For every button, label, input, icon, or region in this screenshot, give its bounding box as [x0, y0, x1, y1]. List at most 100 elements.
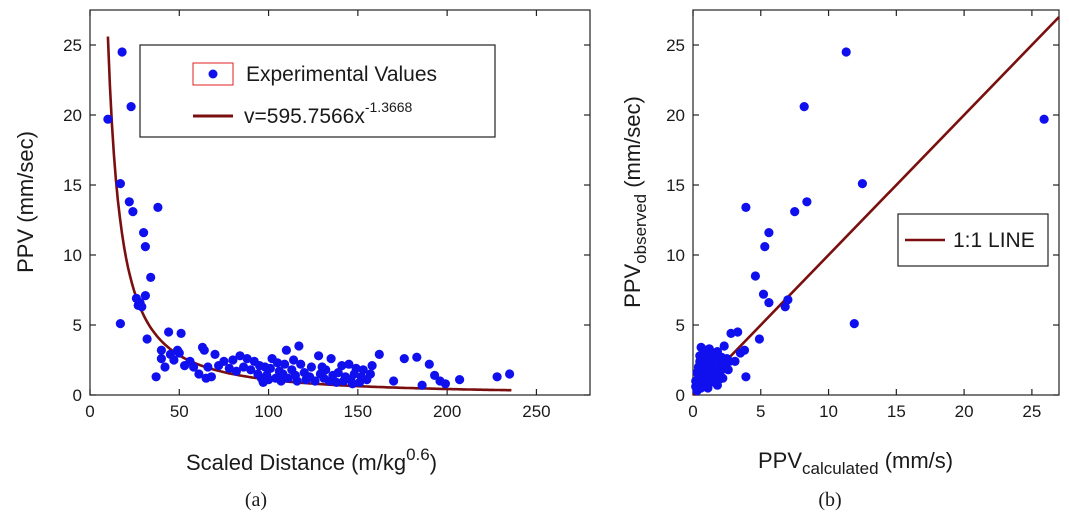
data-point — [358, 365, 368, 375]
x-tick-label: 25 — [1022, 402, 1041, 421]
data-point — [153, 202, 163, 212]
data-point — [115, 319, 125, 329]
data-point — [333, 368, 343, 378]
data-point — [758, 289, 769, 299]
x-tick-label: 50 — [170, 402, 189, 421]
y-tick-label: 20 — [63, 106, 82, 125]
data-point — [265, 363, 275, 373]
data-point — [841, 47, 851, 57]
legend-points-marker — [208, 69, 218, 79]
panel-a: 0 50 100 150 200 250 0 5 10 15 20 25 Experimental … — [13, 9, 591, 511]
data-point — [160, 362, 170, 372]
data-point — [294, 341, 304, 351]
data-point — [231, 366, 241, 376]
data-point — [802, 197, 812, 207]
legend-curve-label-exponent: -1.3668 — [365, 99, 413, 115]
panel-a-ticks — [89, 10, 590, 396]
data-point — [739, 345, 750, 355]
data-point — [326, 354, 336, 364]
data-point — [741, 202, 751, 212]
panel-a-x-axis-label-base: Scaled Distance (m/kg — [186, 450, 406, 475]
panel-a-x-tick-labels: 0 50 100 150 200 250 — [85, 402, 550, 421]
data-point — [321, 365, 331, 375]
legend-points-label: Experimental Values — [246, 63, 437, 86]
data-point — [117, 47, 127, 57]
data-point — [224, 363, 234, 373]
data-point — [219, 356, 229, 366]
data-point — [242, 354, 252, 364]
data-point — [235, 351, 245, 361]
y-tick-label: 25 — [666, 36, 685, 55]
data-point — [783, 295, 793, 305]
data-point — [706, 354, 716, 364]
y-tick-label: 15 — [63, 176, 82, 195]
data-point — [140, 242, 150, 252]
data-point — [725, 356, 735, 366]
panel-a-y-axis-label: PPV (mm/sec) — [13, 131, 38, 273]
data-point — [715, 358, 725, 368]
data-point — [246, 365, 256, 375]
data-point — [367, 361, 377, 371]
data-point — [697, 365, 708, 375]
legend-curve-label-base: v=595.7566x — [244, 105, 365, 128]
data-point — [137, 302, 147, 312]
panel-a-plot-frame — [89, 9, 591, 396]
y-tick-label: 10 — [63, 246, 82, 265]
x-tick-label: 15 — [887, 402, 906, 421]
data-point — [296, 359, 306, 369]
data-point — [139, 228, 149, 238]
panel-b-plot-frame — [692, 9, 1060, 396]
data-point — [790, 207, 800, 217]
data-point — [760, 242, 770, 252]
legend-curve-label: v=595.7566x-1.3668 — [244, 99, 413, 128]
data-point — [417, 380, 427, 390]
x-tick-label: 100 — [254, 402, 282, 421]
data-point — [306, 362, 316, 372]
data-point — [741, 372, 751, 382]
data-point — [264, 375, 274, 385]
panel-b-points — [691, 47, 1049, 396]
data-point — [103, 114, 113, 124]
data-point — [156, 354, 166, 364]
data-point — [440, 379, 450, 389]
data-point — [314, 351, 324, 361]
data-point — [115, 179, 125, 189]
data-point — [281, 345, 291, 355]
y-tick-label: 0 — [676, 386, 685, 405]
data-point — [857, 179, 868, 189]
panel-b-y-axis-label-sub: observed — [631, 194, 650, 264]
data-point — [714, 375, 724, 385]
data-point — [347, 379, 358, 389]
panel-b-y-tick-labels: 0 5 10 15 20 25 — [666, 36, 685, 405]
data-point — [126, 102, 136, 112]
data-point — [228, 355, 238, 365]
data-point — [719, 341, 729, 351]
x-tick-label: 5 — [756, 402, 765, 421]
data-point — [142, 334, 152, 344]
data-point — [780, 302, 790, 312]
panel-b-x-axis-label-base: PPV — [758, 448, 802, 473]
data-point — [310, 376, 320, 386]
y-tick-label: 15 — [666, 176, 685, 195]
data-point — [389, 376, 399, 386]
data-point — [505, 369, 515, 379]
data-point — [799, 102, 809, 112]
data-point — [140, 291, 150, 301]
panel-b-y-axis-label: PPVobserved (mm/sec) — [620, 96, 650, 308]
data-point — [374, 349, 384, 359]
data-point — [492, 372, 502, 382]
legend-points-swatch-frame — [192, 62, 234, 86]
data-point — [700, 345, 710, 355]
data-point — [455, 375, 465, 385]
panel-a-x-axis-label: Scaled Distance (m/kg0.6) — [186, 445, 437, 475]
y-tick-label: 25 — [63, 36, 82, 55]
data-point — [344, 359, 354, 369]
y-tick-label: 5 — [73, 316, 82, 335]
x-tick-label: 0 — [688, 402, 697, 421]
x-tick-label: 20 — [955, 402, 974, 421]
data-point — [764, 228, 774, 238]
panel-b-y-axis-label-base: PPV — [620, 264, 645, 308]
data-point — [203, 362, 213, 372]
data-point — [849, 319, 859, 329]
